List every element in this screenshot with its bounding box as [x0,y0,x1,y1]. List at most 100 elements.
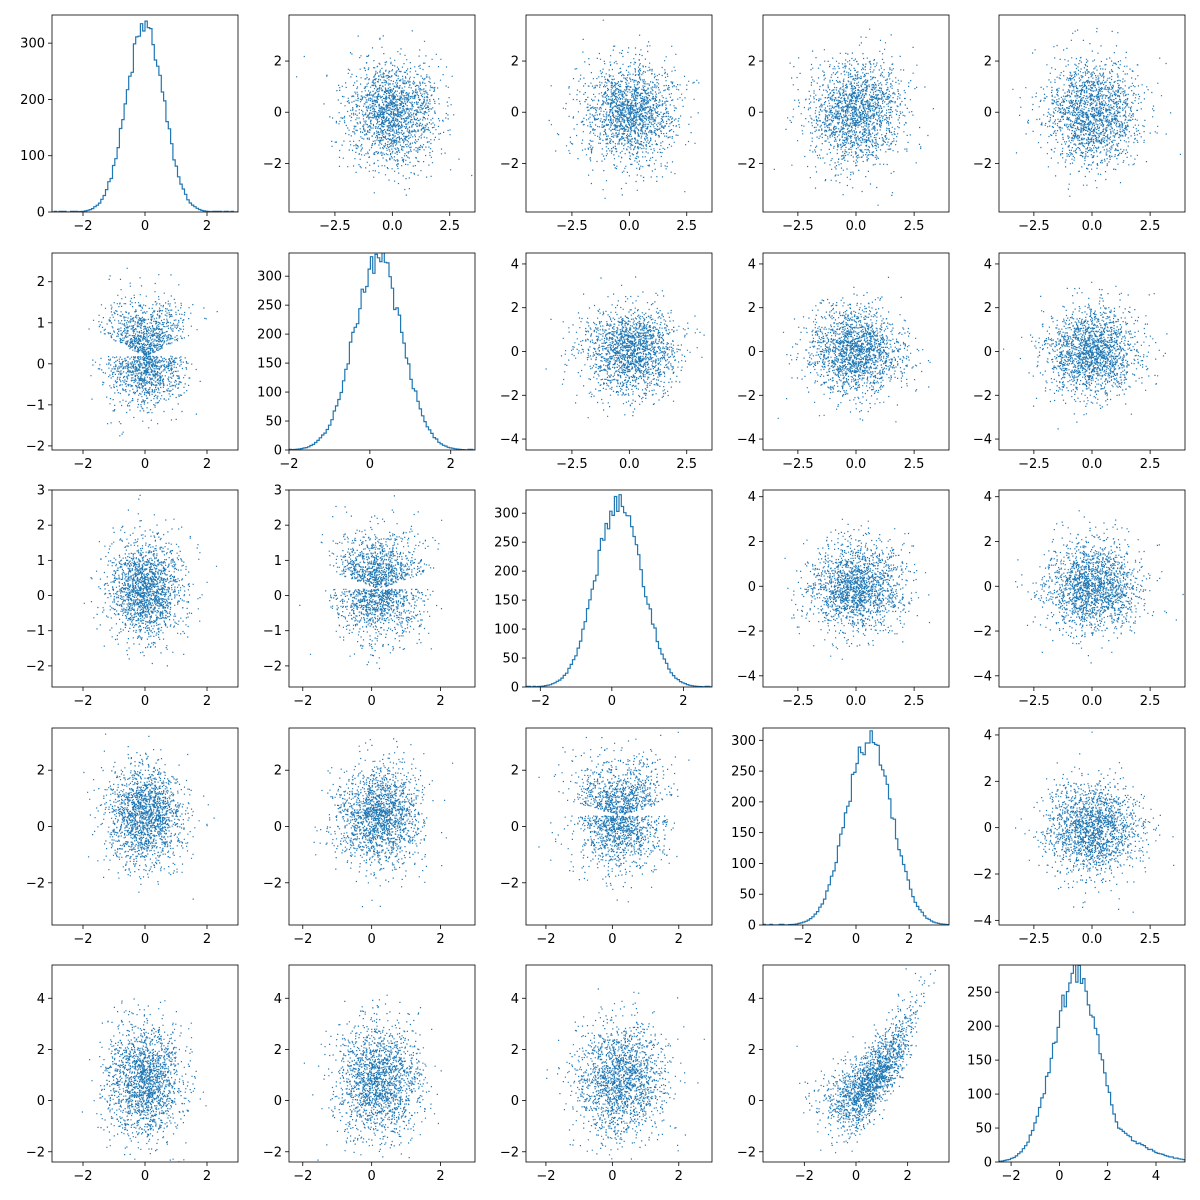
scatter-points-r3c2 [538,728,690,903]
x-tick-label-r1c4: −2.5 [1018,457,1050,472]
x-tick-label-r2c4: 0.0 [1082,694,1103,709]
x-tick-label-r4c2: 2 [675,1169,683,1184]
scatter-points-r2c1 [299,495,443,670]
marks-r1c2 [545,276,705,419]
x-tick-label-r3c1: 0 [368,932,376,947]
y-tick-label-r4c4: 150 [967,1054,992,1069]
x-tick-label-r1c2: −2.5 [556,457,588,472]
x-tick-label-r2c3: 0.0 [846,694,867,709]
y-tick-label-r2c2: 150 [494,594,519,609]
x-tick-label-r1c4: 2.5 [1140,457,1161,472]
y-tick-label-r4c4: 0 [984,1156,992,1171]
scatter-points-r0c1 [296,30,473,196]
y-tick-label-r0c1: −2 [263,157,282,172]
marks-r0c3 [773,28,934,206]
subplot-r1c3: −2.5 0.0 2.5 −4 −2 0 2 4 [737,252,950,472]
y-tick-label-r1c0: −1 [26,398,45,413]
subplot-r0c1: −2.5 0.0 2.5 −2 0 2 [263,14,476,234]
scatter-points-r1c4 [1003,281,1168,430]
x-tick-label-r1c0: 2 [203,457,211,472]
scatter-points-r0c4 [1012,27,1181,197]
x-tick-label-r2c4: −2.5 [1018,694,1050,709]
x-tick-label-r0c3: 0.0 [846,219,867,234]
y-tick-label-r4c1: 0 [274,1094,282,1109]
y-tick-label-r4c2: 4 [511,992,519,1007]
y-tick-label-r0c0: 300 [20,37,45,52]
y-tick-label-r2c0: 2 [37,519,45,534]
marks-r1c3 [777,276,931,423]
histogram-step-r4c4 [999,965,1185,1162]
y-tick-label-r3c2: 0 [511,820,519,835]
y-tick-label-r3c4: −2 [973,868,992,883]
x-tick-label-r0c0: 2 [203,219,211,234]
x-tick-label-r3c2: −2 [536,932,555,947]
x-tick-label-r2c0: 0 [141,694,149,709]
subplot-r1c0: −2 0 2 −2 −1 0 1 2 [26,252,239,472]
x-tick-label-r0c1: 0.0 [382,219,403,234]
subplot-r0c2: −2.5 0.0 2.5 −2 0 2 [500,14,713,234]
subplot-r4c3: −2 0 2 −2 0 2 4 [737,964,950,1184]
y-tick-label-r4c3: −2 [737,1145,756,1160]
x-tick-label-r1c1: 2 [447,457,455,472]
y-tick-label-r4c1: 2 [274,1043,282,1058]
axes-frame-r4c0 [51,964,239,1163]
y-tick-label-r0c1: 0 [274,106,282,121]
y-tick-label-r2c0: 3 [37,484,45,499]
x-tick-label-r1c0: −2 [73,457,92,472]
x-tick-label-r4c3: 0 [852,1169,860,1184]
y-tick-label-r2c0: −2 [26,659,45,674]
y-tick-label-r0c4: 0 [984,106,992,121]
x-tick-label-r2c1: −2 [293,694,312,709]
y-tick-label-r0c1: 2 [274,55,282,70]
marks-r0c1 [296,30,473,196]
subplot-r0c0: −2 0 2 0 100 200 300 [20,14,239,234]
marks-r3c2 [538,728,690,903]
y-tick-label-r3c0: −2 [26,876,45,891]
y-tick-label-r1c1: 0 [274,444,282,459]
scatter-points-r3c0 [83,733,215,900]
y-tick-label-r1c2: −2 [500,389,519,404]
axes-frame-r0c4 [998,14,1186,213]
x-tick-label-r3c3: −2 [793,932,812,947]
x-tick-label-r3c3: 0 [852,932,860,947]
y-tick-label-r1c3: 0 [748,345,756,360]
subplot-r3c0: −2 0 2 −2 0 2 [26,727,239,947]
subplot-r4c2: −2 0 2 −2 0 2 4 [500,964,713,1184]
x-tick-label-r3c4: 2.5 [1140,932,1161,947]
marks-r2c4 [1015,510,1184,664]
y-tick-label-r3c4: 4 [984,728,992,743]
marks-r2c1 [299,495,443,670]
marks-r2c3 [784,518,931,660]
x-tick-label-r2c3: −2.5 [782,694,814,709]
y-tick-label-r2c4: −4 [973,669,992,684]
y-tick-label-r3c3: 50 [739,888,756,903]
marks-r4c1 [303,994,442,1161]
y-tick-label-r0c0: 100 [20,149,45,164]
y-tick-label-r2c3: −4 [737,669,756,684]
subplot-r3c2: −2 0 2 −2 0 2 [500,727,713,947]
y-tick-label-r1c0: 1 [37,316,45,331]
y-tick-label-r2c1: −1 [263,624,282,639]
axes-frame-r4c1 [288,964,476,1163]
x-tick-label-r0c4: 0.0 [1082,219,1103,234]
x-tick-label-r0c4: 2.5 [1140,219,1161,234]
marks-r0c4 [1012,27,1181,197]
x-tick-label-r2c1: 2 [436,694,444,709]
x-tick-label-r0c2: 0.0 [619,219,640,234]
y-tick-label-r2c1: 3 [274,484,282,499]
axes-frame-r1c1 [288,252,476,451]
axes-frame-r2c4 [998,489,1186,688]
subplot-r0c4: −2.5 0.0 2.5 −2 0 2 [973,14,1186,234]
y-tick-label-r2c0: 0 [37,589,45,604]
x-tick-label-r2c1: 0 [368,694,376,709]
y-tick-label-r3c1: 0 [274,820,282,835]
marks-r4c2 [546,988,705,1160]
x-tick-label-r3c0: −2 [73,932,92,947]
x-tick-label-r1c2: 0.0 [619,457,640,472]
y-tick-label-r1c1: 200 [257,328,282,343]
y-tick-label-r2c1: 1 [274,554,282,569]
x-tick-label-r3c2: 2 [675,932,683,947]
marks-r1c0 [88,267,218,437]
x-tick-label-r4c3: 2 [904,1169,912,1184]
